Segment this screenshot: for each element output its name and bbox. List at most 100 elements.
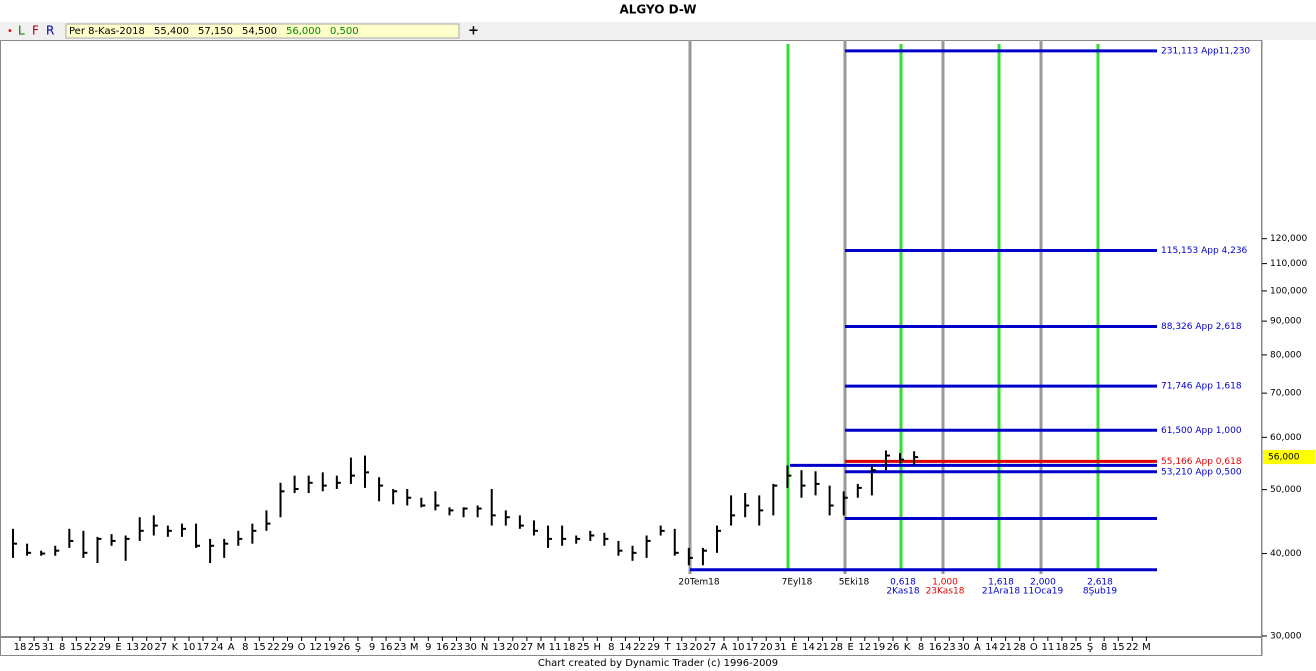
y-tick-label: 80,000 [1270, 350, 1302, 360]
x-tick-label: 13 [492, 642, 505, 653]
time-ratio: 0,618 [890, 578, 916, 588]
x-tick-label: 25 [577, 642, 590, 653]
y-tick-label: 50,000 [1270, 485, 1302, 495]
level-label: 88,326 App 2,618 [1161, 322, 1242, 332]
button-l[interactable]: L [18, 24, 25, 38]
level-label: 55,166 App 0,618 [1161, 457, 1242, 467]
info-high: 57,150 [198, 26, 233, 37]
x-tick-label: K [172, 642, 179, 653]
time-date: 5Eki18 [839, 578, 870, 588]
x-tick-label: 31 [774, 642, 787, 653]
time-date: 21Ara18 [982, 587, 1021, 597]
x-tick-label: E [115, 642, 121, 653]
x-tick-label: H [594, 642, 602, 653]
time-date: 23Kas18 [926, 587, 965, 597]
x-tick-label: 10 [183, 642, 196, 653]
x-tick-label: M [537, 642, 546, 653]
time-ratio: 2,000 [1030, 578, 1056, 588]
x-tick-label: 30 [464, 642, 477, 653]
x-tick-label: A [974, 642, 981, 653]
x-tick-label: M [1142, 642, 1151, 653]
x-tick-label: 25 [1070, 642, 1083, 653]
x-tick-label: K [904, 642, 911, 653]
time-date: 20Tem18 [678, 578, 719, 588]
x-tick-label: 23 [450, 642, 463, 653]
x-tick-label: 23 [943, 642, 956, 653]
x-tick-label: 11 [1041, 642, 1054, 653]
x-tick-label: 27 [154, 642, 167, 653]
x-tick-label: 17 [746, 642, 759, 653]
x-tick-label: 21 [816, 642, 829, 653]
button-f[interactable]: F [32, 24, 39, 38]
x-tick-label: 28 [1013, 642, 1026, 653]
time-date: 7Eyl18 [782, 578, 813, 588]
x-tick-label: 14 [985, 642, 998, 653]
info-date: Per 8-Kas-2018 [69, 26, 145, 37]
x-tick-label: Ş [355, 642, 361, 653]
info-change: 0,500 [330, 26, 359, 37]
x-tick-label: 30 [957, 642, 970, 653]
time-ratio: 1,000 [932, 578, 958, 588]
x-tick-label: T [664, 642, 672, 653]
x-tick-label: 14 [802, 642, 815, 653]
x-tick-label: 16 [929, 642, 942, 653]
y-tick-label: 100,000 [1270, 286, 1307, 296]
x-tick-label: 19 [323, 642, 336, 653]
level-label: 231,113 App11,230 [1161, 46, 1250, 56]
x-tick-label: 18 [563, 642, 576, 653]
x-tick-label: 13 [126, 642, 139, 653]
time-date: 8Şub19 [1083, 587, 1118, 597]
x-tick-label: N [481, 642, 488, 653]
x-tick-label: 18 [14, 642, 27, 653]
x-tick-label: 16 [380, 642, 393, 653]
x-tick-label: O [298, 642, 306, 653]
x-tick-label: A [228, 642, 235, 653]
x-tick-label: 15 [253, 642, 266, 653]
x-tick-label: 15 [70, 642, 83, 653]
level-label: 61,500 App 1,000 [1161, 426, 1242, 436]
x-tick-label: 28 [830, 642, 843, 653]
x-tick-label: 9 [369, 642, 375, 653]
x-tick-label: 16 [436, 642, 449, 653]
last-price-box [1263, 450, 1315, 465]
button-r[interactable]: R [46, 24, 54, 38]
x-tick-label: 26 [337, 642, 350, 653]
x-tick-label: O [1030, 642, 1038, 653]
x-tick-label: 17 [197, 642, 210, 653]
x-tick-label: E [791, 642, 797, 653]
add-button[interactable]: + [468, 24, 479, 39]
y-tick-label: 40,000 [1270, 549, 1302, 559]
x-tick-label: 23 [394, 642, 407, 653]
info-close: 56,000 [286, 26, 321, 37]
x-tick-label: 15 [1112, 642, 1125, 653]
x-tick-label: 19 [873, 642, 886, 653]
x-tick-label: 26 [887, 642, 900, 653]
x-tick-label: 8 [608, 642, 614, 653]
y-tick-label: 90,000 [1270, 317, 1302, 327]
time-date: 11Oca19 [1023, 587, 1064, 597]
status-dot: • [7, 26, 13, 37]
x-tick-label: 22 [633, 642, 646, 653]
x-tick-label: 29 [281, 642, 294, 653]
x-tick-label: 12 [309, 642, 322, 653]
level-label: 71,746 App 1,618 [1161, 382, 1242, 392]
x-tick-label: 20 [760, 642, 773, 653]
x-tick-label: 12 [858, 642, 871, 653]
x-tick-label: 31 [42, 642, 55, 653]
x-tick-label: 20 [140, 642, 153, 653]
x-tick-label: 9 [425, 642, 431, 653]
x-tick-label: 29 [98, 642, 111, 653]
x-tick-label: 22 [84, 642, 97, 653]
level-label: 53,210 App 0,500 [1161, 467, 1242, 477]
level-label: 115,153 App 4,236 [1161, 246, 1248, 256]
time-ratio: 2,618 [1087, 578, 1113, 588]
x-tick-label: 22 [267, 642, 280, 653]
x-tick-label: 10 [732, 642, 745, 653]
y-tick-label: 110,000 [1270, 259, 1307, 269]
footer: Chart created by Dynamic Trader (c) 1996… [538, 658, 778, 669]
info-low: 54,500 [242, 26, 277, 37]
info-box [65, 23, 460, 39]
x-tick-label: 22 [1126, 642, 1139, 653]
